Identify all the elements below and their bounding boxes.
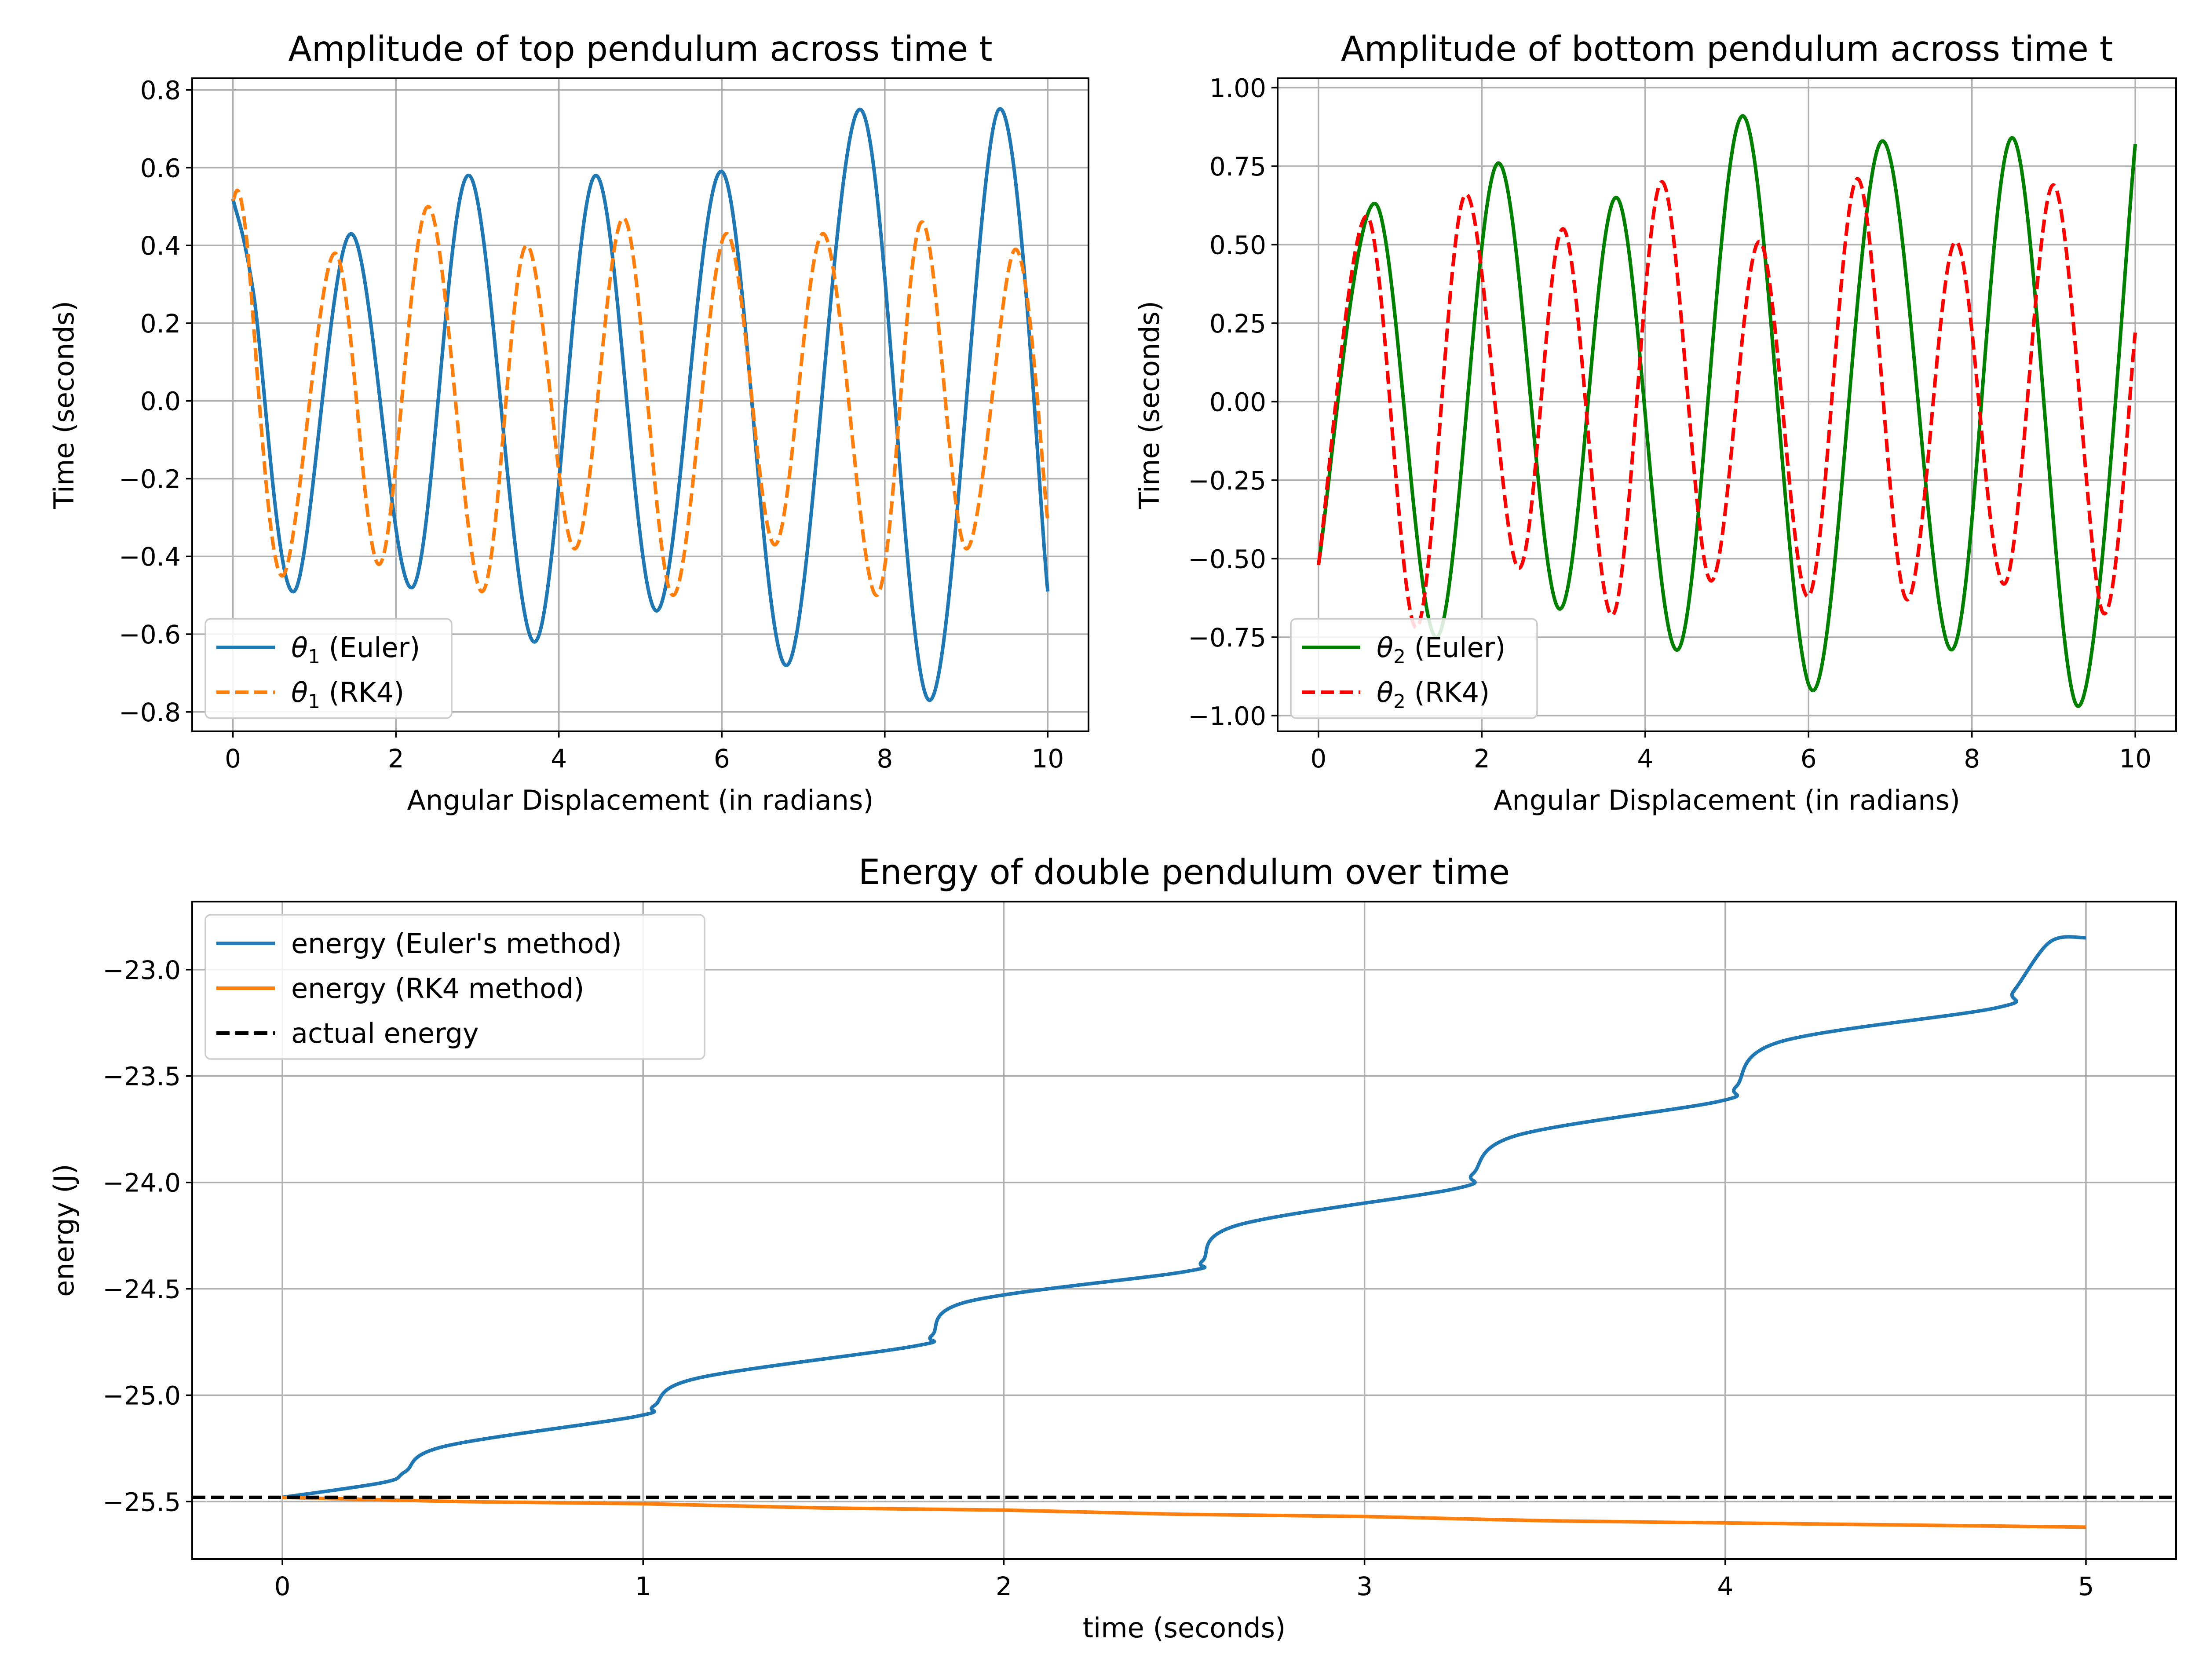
- x-tick-label: 4: [551, 744, 567, 774]
- x-tick-label: 8: [877, 744, 893, 774]
- y-tick-label: −24.0: [102, 1168, 181, 1198]
- legend-label: θ1 (Euler): [291, 632, 420, 668]
- legend-label: θ2 (Euler): [1377, 632, 1505, 668]
- y-tick-label: −0.8: [119, 698, 181, 727]
- x-tick-label: 0: [225, 744, 241, 774]
- y-axis-label: Time (seconds): [1133, 301, 1165, 509]
- x-tick-label: 2: [996, 1571, 1012, 1601]
- energy-chart: 0 1 2 3 4 5 −25.5 −25.0 −24.5 −24.0 −23.5 −23.0 Ener…: [48, 853, 2177, 1644]
- series-line-1: [282, 935, 2086, 1499]
- x-tick-label: 2: [1474, 744, 1490, 774]
- series-line-2: [231, 188, 1050, 597]
- y-tick-label: −24.5: [102, 1275, 181, 1304]
- bottom-pendulum-chart: 0 2 4 6 8 10 −1.00 −0.75 −0.50 −0.25 0.00 0.25 0.50 0…: [1133, 29, 2177, 816]
- y-tick-label: −0.6: [119, 620, 181, 650]
- x-tick-label: 2: [388, 744, 404, 774]
- axes-frame: [191, 77, 1089, 732]
- y-tick-label: 0.25: [1209, 309, 1266, 339]
- series-line-1: [1316, 114, 2137, 708]
- series-line-2: [282, 1495, 2086, 1529]
- y-tick-label: −25.0: [102, 1381, 181, 1410]
- y-tick-label: 0.00: [1209, 387, 1266, 417]
- y-tick-label: 0.6: [140, 153, 181, 183]
- chart-title: Amplitude of top pendulum across time t: [288, 29, 992, 69]
- x-tick-label: 10: [1031, 744, 1064, 774]
- x-axis-label: time (seconds): [1083, 1612, 1286, 1644]
- x-tick-label: 3: [1356, 1571, 1373, 1601]
- y-tick-label: −23.0: [102, 955, 181, 985]
- y-axis-label: energy (J): [48, 1164, 80, 1297]
- legend-box: [205, 914, 705, 1060]
- y-tick-label: −0.50: [1188, 544, 1266, 574]
- axes-frame: [191, 901, 2177, 1560]
- x-tick-label: 6: [714, 744, 730, 774]
- y-tick-label: 0.50: [1209, 230, 1266, 260]
- x-tick-label: 4: [1717, 1571, 1733, 1601]
- chart-title: Energy of double pendulum over time: [858, 853, 1510, 892]
- series-line-1: [231, 107, 1050, 702]
- y-tick-label: −0.4: [119, 542, 181, 572]
- x-tick-label: 0: [274, 1571, 291, 1601]
- y-tick-label: 1.00: [1209, 73, 1266, 103]
- legend-label: energy (Euler's method): [291, 928, 622, 960]
- y-tick-label: −0.25: [1188, 466, 1266, 496]
- y-tick-label: 0.8: [140, 76, 181, 106]
- legend: θ2 (Euler) θ2 (RK4): [1290, 618, 1538, 719]
- y-tick-label: −25.5: [102, 1487, 181, 1517]
- legend-label: actual energy: [291, 1017, 479, 1049]
- chart-title: Amplitude of bottom pendulum across time…: [1341, 29, 2113, 69]
- x-axis-label: Angular Displacement (in radians): [407, 784, 874, 816]
- legend-label: energy (RK4 method): [291, 972, 584, 1004]
- y-tick-label: −0.2: [119, 464, 181, 494]
- series-line-2: [1316, 177, 2137, 630]
- x-tick-label: 5: [2078, 1571, 2094, 1601]
- y-tick-label: 0.75: [1209, 152, 1266, 182]
- legend-label: θ2 (RK4): [1377, 676, 1490, 713]
- x-tick-label: 8: [1964, 744, 1980, 774]
- legend-label: θ1 (RK4): [291, 676, 404, 713]
- top-pendulum-chart: 0 2 4 6 8 10 −0.8 −0.6 −0.4 −0.2 0.0 0.2 0.4 0.6 0.8 Am…: [48, 29, 1089, 816]
- y-tick-label: 0.4: [140, 231, 181, 261]
- y-tick-label: −0.75: [1188, 623, 1266, 653]
- legend: θ1 (Euler) θ1 (RK4): [205, 618, 453, 719]
- legend: energy (Euler's method) energy (RK4 metho…: [205, 914, 705, 1060]
- y-tick-label: −1.00: [1188, 701, 1266, 731]
- x-tick-label: 4: [1637, 744, 1653, 774]
- axes-frame: [1277, 77, 2177, 732]
- x-tick-label: 6: [1801, 744, 1817, 774]
- y-axis-label: Time (seconds): [48, 301, 80, 509]
- x-tick-label: 10: [2119, 744, 2152, 774]
- x-tick-label: 1: [635, 1571, 651, 1601]
- y-tick-label: 0.2: [140, 309, 181, 339]
- y-tick-label: −23.5: [102, 1062, 181, 1092]
- x-axis-label: Angular Displacement (in radians): [1494, 784, 1960, 816]
- y-tick-label: 0.0: [140, 387, 181, 416]
- x-tick-label: 0: [1310, 744, 1326, 774]
